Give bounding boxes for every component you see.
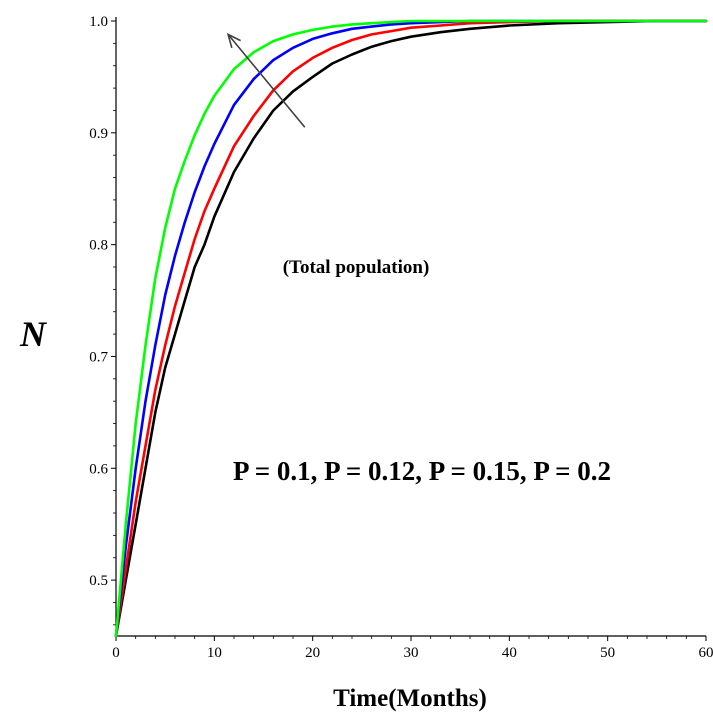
x-axis-title: Time(Months) xyxy=(333,685,487,712)
x-tick-label: 30 xyxy=(404,645,419,661)
y-tick-label: 1.0 xyxy=(89,14,108,30)
x-tick-label: 60 xyxy=(699,645,713,661)
y-tick-label: 0.5 xyxy=(89,573,108,589)
annotation-arrow-group xyxy=(226,32,306,128)
annotation-arrow-shaft xyxy=(227,33,306,128)
x-tick-label: 0 xyxy=(112,645,120,661)
x-tick-label: 10 xyxy=(207,645,222,661)
annotation-p-values: P = 0.1, P = 0.12, P = 0.15, P = 0.2 xyxy=(233,456,611,486)
annotation-total-population: (Total population) xyxy=(283,257,430,278)
y-axis-title: N xyxy=(19,314,48,354)
y-tick-label: 0.6 xyxy=(89,461,108,477)
annotations: (Total population) P = 0.1, P = 0.12, P … xyxy=(233,257,611,486)
x-tick-label: 50 xyxy=(600,645,615,661)
x-tick-label: 20 xyxy=(305,645,320,661)
y-tick-label: 0.8 xyxy=(89,238,108,254)
y-tick-label: 0.9 xyxy=(89,126,108,142)
y-tick-label: 0.7 xyxy=(89,349,108,365)
series-line-2 xyxy=(114,19,708,638)
series-line-4 xyxy=(114,19,708,638)
series-group xyxy=(114,19,708,638)
x-tick-label: 40 xyxy=(502,645,517,661)
annotation-arrow-head xyxy=(226,32,241,49)
axes: 0 10 20 30 40 50 60 0.5 0.6 0.7 0.8 0.9 1.0 xyxy=(89,14,713,661)
